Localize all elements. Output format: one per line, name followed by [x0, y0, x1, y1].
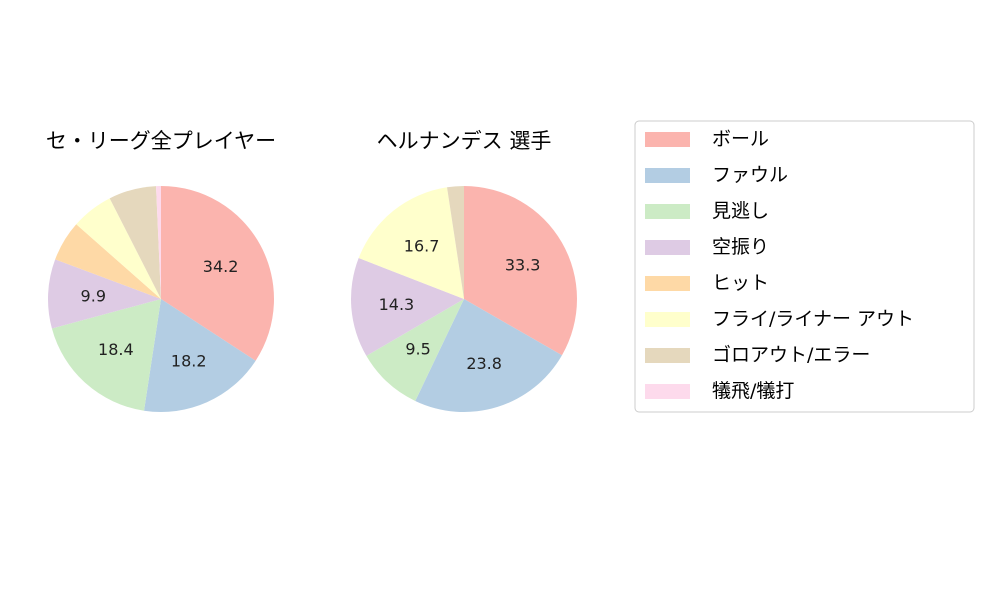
pie-title-player: ヘルナンデス 選手: [377, 129, 552, 153]
pie-slice: [415, 299, 562, 412]
pie-slice: [109, 186, 161, 299]
legend-label: 犠飛/犠打: [712, 380, 794, 402]
pie-slice-label: 9.5: [405, 339, 430, 358]
pie-slice: [358, 187, 464, 299]
pie-slice-label: 34.2: [203, 257, 239, 276]
pie-slice: [51, 299, 161, 411]
pie-slice-label: 23.8: [466, 354, 502, 373]
legend-label: ゴロアウト/エラー: [712, 344, 870, 366]
legend-swatch: [645, 384, 690, 399]
pie-slice: [144, 299, 256, 413]
pie-slice: [447, 186, 464, 299]
pie-slice-label: 18.2: [171, 351, 207, 370]
legend-label: 見逃し: [712, 200, 769, 222]
pie-slice-label: 33.3: [505, 256, 541, 275]
pie-chart-league: セ・リーグ全プレイヤー 34.2 18.2 18.4 9.9: [46, 129, 276, 413]
pie-slice-label: 9.9: [81, 286, 106, 305]
pie-slice: [351, 258, 464, 356]
legend-swatch: [645, 240, 690, 255]
pie-labels-player: 33.3 23.8 9.5 14.3 16.7: [379, 237, 541, 374]
pie-slice: [76, 198, 161, 299]
legend-swatch: [645, 312, 690, 327]
pie-slice-label: 14.3: [379, 295, 415, 314]
legend-label: ヒット: [712, 272, 769, 294]
legend-swatch: [645, 276, 690, 291]
legend-swatch: [645, 132, 690, 147]
legend-swatch: [645, 204, 690, 219]
legend-label: ファウル: [712, 164, 788, 186]
pie-slice: [156, 186, 161, 299]
pie-slices-player: [351, 186, 577, 412]
pie-labels-league: 34.2 18.2 18.4 9.9: [81, 257, 239, 370]
pie-slice-label: 16.7: [404, 237, 440, 256]
pie-slice: [55, 224, 161, 299]
legend-label: ボール: [712, 128, 769, 150]
legend-frame: [634, 120, 975, 413]
pie-slice: [464, 186, 577, 356]
pie-slices-league: [47, 186, 274, 413]
legend-label: フライ/ライナー アウト: [712, 308, 914, 330]
legend-label: 空振り: [712, 236, 769, 258]
pie-chart-player: ヘルナンデス 選手 33.3 23.8 9.5 14.3 16.7: [351, 129, 577, 412]
pie-slice: [47, 259, 161, 329]
pie-slice-label: 18.4: [98, 340, 134, 359]
pie-slice: [161, 186, 274, 361]
legend-swatch: [645, 168, 690, 183]
pie-title-league: セ・リーグ全プレイヤー: [46, 129, 276, 153]
pie-slice: [366, 299, 464, 401]
legend-swatch: [645, 348, 690, 363]
